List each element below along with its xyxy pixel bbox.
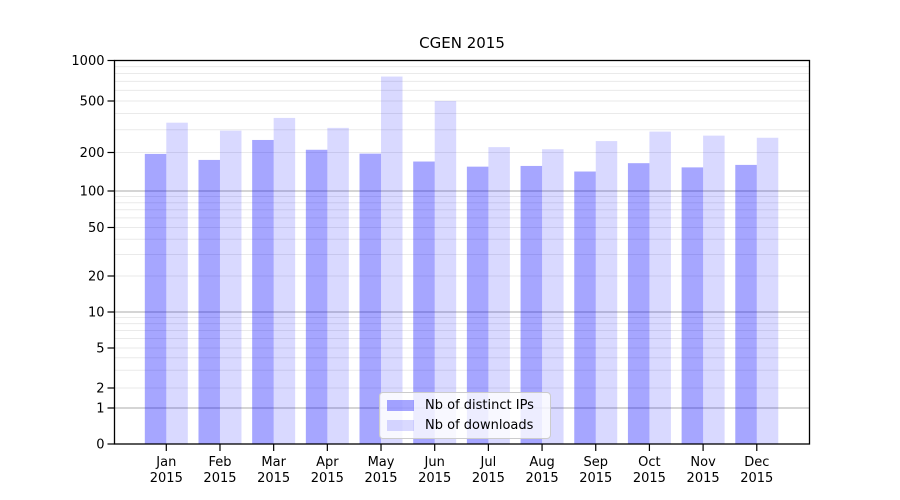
bar-distinct-ips-apr [305, 149, 328, 444]
bar-downloads-aug [542, 149, 564, 444]
x-tick-label-year: 2015 [203, 471, 236, 486]
y-tick-label: 500 [80, 95, 105, 110]
x-tick-label-month: Nov [690, 455, 716, 470]
bar-downloads-jun [434, 101, 457, 444]
y-tick-label: 100 [80, 185, 105, 200]
bar-downloads-feb [219, 130, 242, 445]
x-tick-label-year: 2015 [633, 471, 666, 486]
legend-label-distinct-ips: Nb of distinct IPs [425, 398, 534, 413]
legend-swatch-downloads-icon [387, 420, 414, 431]
x-tick-label-year: 2015 [526, 471, 559, 486]
bar-distinct-ips-sep [574, 171, 596, 444]
bar-distinct-ips-dec [735, 164, 757, 444]
y-tick-label: 1 [96, 402, 104, 417]
bar-downloads-apr [327, 127, 349, 444]
x-tick-label-year: 2015 [257, 471, 290, 486]
x-tick-label-month: May [368, 455, 395, 470]
x-tick-label-month: Jun [424, 455, 445, 470]
x-tick-label-year: 2015 [418, 471, 451, 486]
x-tick-label-month: Jul [480, 455, 497, 470]
y-tick-label: 5 [96, 342, 104, 357]
bar-distinct-ips-mar [252, 139, 274, 444]
x-tick-label-year: 2015 [311, 471, 344, 486]
bar-downloads-jul [488, 147, 510, 444]
bar-downloads-mar [273, 117, 296, 444]
legend-swatch-distinct-ips-icon [387, 400, 414, 411]
bar-distinct-ips-jun [413, 161, 435, 444]
x-tick-label-month: Oct [638, 455, 660, 470]
x-tick-label-year: 2015 [687, 471, 720, 486]
x-tick-label-month: Aug [529, 455, 554, 470]
bar-downloads-may [381, 76, 403, 445]
y-tick-label: 50 [88, 221, 105, 236]
bar-downloads-jan [166, 122, 188, 444]
x-tick-label-year: 2015 [472, 471, 505, 486]
bar-distinct-ips-feb [198, 159, 220, 444]
bar-downloads-nov [703, 135, 725, 444]
x-tick-label-year: 2015 [150, 471, 183, 486]
chart-title: CGEN 2015 [419, 34, 505, 52]
x-tick-label-month: Apr [316, 455, 339, 470]
legend-item-distinct-ips: Nb of distinct IPs [387, 398, 542, 413]
bar-downloads-oct [649, 131, 671, 444]
y-tick-label: 2 [96, 382, 104, 397]
bar-distinct-ips-jan [144, 153, 167, 444]
bar-downloads-sep [595, 141, 618, 444]
x-tick-label-year: 2015 [740, 471, 773, 486]
x-tick-label-month: Feb [208, 455, 231, 470]
bar-distinct-ips-aug [520, 165, 543, 445]
bar-distinct-ips-jul [466, 166, 489, 445]
x-tick-label-month: Sep [583, 455, 608, 470]
y-tick-label: 10 [88, 306, 105, 321]
x-tick-label-month: Jan [155, 455, 176, 470]
y-tick-label: 0 [96, 438, 104, 453]
bar-distinct-ips-may [359, 153, 382, 444]
y-tick-label: 1000 [71, 54, 104, 69]
bar-distinct-ips-oct [627, 163, 650, 444]
legend-item-downloads: Nb of downloads [387, 418, 542, 433]
bar-downloads-dec [756, 137, 779, 444]
x-tick-label-year: 2015 [364, 471, 397, 486]
x-tick-label-month: Mar [261, 455, 286, 470]
bar-distinct-ips-nov [681, 167, 704, 444]
y-tick-label: 20 [88, 270, 105, 285]
legend-label-downloads: Nb of downloads [425, 418, 534, 433]
x-tick-label-year: 2015 [579, 471, 612, 486]
x-tick-label-month: Dec [744, 455, 769, 470]
legend: Nb of distinct IPs Nb of downloads [379, 392, 551, 439]
y-tick-label: 200 [80, 146, 105, 161]
plot-frame [113, 59, 811, 445]
